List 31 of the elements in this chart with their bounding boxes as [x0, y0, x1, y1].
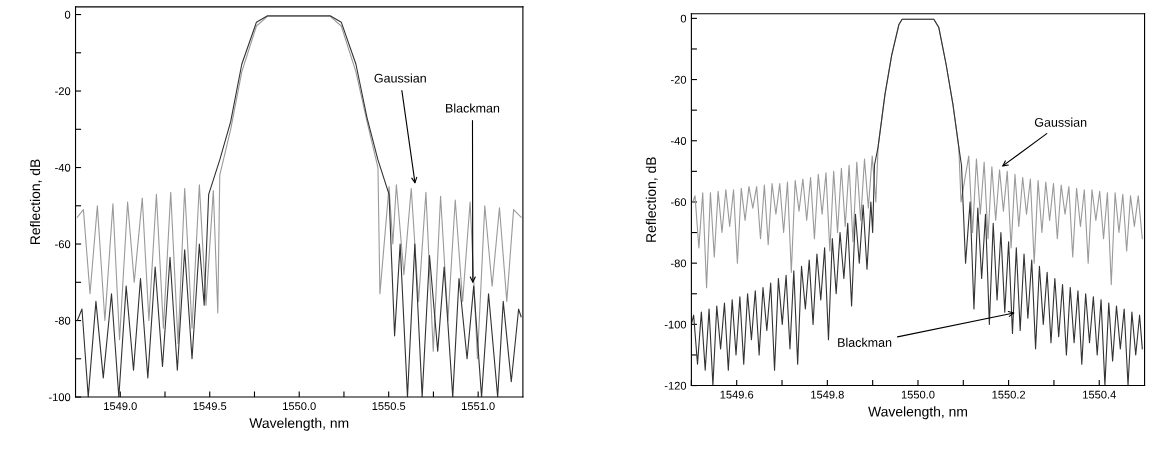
y-tick-label: -100 — [48, 393, 71, 402]
y-tick-label: -100 — [664, 320, 687, 329]
x-tick-label: 1550.2 — [992, 390, 1026, 399]
y-axis-title: Reflection, dB — [29, 159, 42, 245]
x-tick-label: 1550.0 — [901, 390, 935, 399]
y-tick-label: -40 — [55, 163, 71, 172]
y-axis-title: Reflection, dB — [645, 157, 658, 242]
y-tick-label: -20 — [55, 87, 71, 96]
y-tick-label: -80 — [55, 316, 71, 325]
y-tick-label: -40 — [670, 137, 687, 145]
y-tick-label: -60 — [55, 240, 71, 249]
annotation: Gaussian — [374, 73, 426, 83]
x-tick-label: 1550.0 — [283, 402, 316, 411]
x-tick-label: 1551.0 — [462, 402, 495, 411]
x-tick-label: 1549.0 — [104, 402, 137, 411]
annotation: Blackman — [838, 337, 892, 347]
y-tick-label: 0 — [680, 14, 687, 23]
y-tick-label: 0 — [64, 10, 71, 19]
x-tick-label: 1549.8 — [811, 390, 844, 399]
x-tick-label: 1550.4 — [1083, 390, 1116, 399]
x-axis-title: Wavelength, nm — [868, 406, 967, 420]
x-tick-label: 1549.5 — [193, 402, 227, 411]
x-axis-title: Wavelength, nm — [249, 417, 349, 431]
y-tick-label: -20 — [670, 75, 687, 84]
y-tick-label: -80 — [670, 259, 687, 268]
y-tick-label: -60 — [670, 198, 687, 207]
annotation: Blackman — [446, 103, 500, 113]
x-tick-label: 1549.6 — [720, 390, 754, 399]
x-tick-label: 1550.5 — [372, 402, 406, 411]
y-tick-label: -120 — [664, 381, 687, 390]
annotation: Gaussian — [1034, 117, 1087, 127]
